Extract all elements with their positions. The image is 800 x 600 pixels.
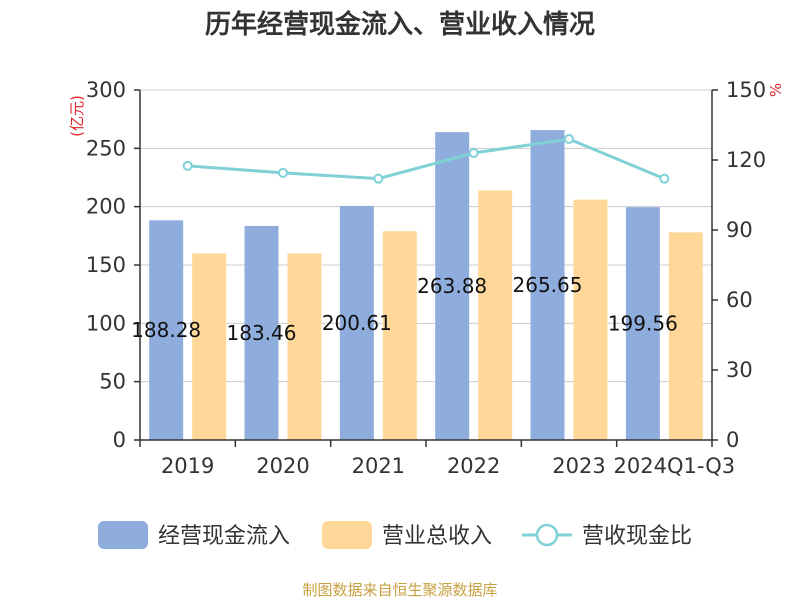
bar-data-label: 199.56 xyxy=(608,312,678,336)
bar xyxy=(478,190,513,440)
bar xyxy=(149,220,184,440)
bar xyxy=(244,225,279,440)
x-tick-label: 2021 xyxy=(352,454,405,478)
y-right-tick-label: 120 xyxy=(726,148,766,172)
ratio-point xyxy=(564,134,574,144)
y-right-tick-label: 30 xyxy=(726,358,753,382)
bar xyxy=(573,199,608,440)
legend-label: 经营现金流入 xyxy=(158,524,290,549)
chart-title: 历年经营现金流入、营业收入情况 xyxy=(205,9,595,40)
x-tick-label: 2019 xyxy=(161,454,214,478)
ratio-line-path xyxy=(187,137,665,181)
legend-swatch xyxy=(322,521,372,549)
ratio-line xyxy=(182,134,670,184)
y-left-tick-label: 150 xyxy=(86,253,126,277)
y-left-tick-label: 250 xyxy=(86,136,126,160)
x-tick-label: 2023 xyxy=(552,454,605,478)
gridlines xyxy=(140,89,712,383)
bar xyxy=(668,232,703,440)
y-right-unit: % xyxy=(767,83,785,97)
bar-data-label: 188.28 xyxy=(131,318,201,342)
y-right-tick-label: 150 xyxy=(726,78,766,102)
ratio-point xyxy=(278,167,288,178)
bar xyxy=(530,130,565,440)
bar xyxy=(192,253,227,440)
y-right-tick-label: 0 xyxy=(726,428,739,452)
source-note: 制图数据来自恒生聚源数据库 xyxy=(302,581,497,599)
bar-data-label: 265.65 xyxy=(513,273,583,297)
legend-label: 营收现金比 xyxy=(582,524,692,549)
y-left-tick-label: 100 xyxy=(86,311,126,335)
axes: 0 50 100 150 200 250 300 0 30 60 90 120 150 (亿元)% 2019… xyxy=(68,78,785,478)
y-left-tick-label: 50 xyxy=(99,370,126,394)
bar xyxy=(382,231,417,440)
ratio-point xyxy=(182,160,193,171)
ratio-point xyxy=(659,173,670,184)
x-tick-label: 2022 xyxy=(447,454,500,478)
bar xyxy=(435,132,470,440)
legend-swatch xyxy=(98,521,148,549)
ratio-point xyxy=(373,173,384,184)
bar xyxy=(287,253,322,440)
bar-data-label: 183.46 xyxy=(227,321,297,345)
bar xyxy=(339,205,374,440)
y-left-tick-label: 300 xyxy=(86,78,126,102)
x-tick-label: 2020 xyxy=(256,454,309,478)
y-right-tick-label: 90 xyxy=(726,218,753,242)
data-labels: 188.28 183.46 200.61 263.88 265.65 199.56 xyxy=(131,273,678,345)
bar xyxy=(625,207,660,440)
bar-data-label: 200.61 xyxy=(322,311,392,335)
y-right-tick-label: 60 xyxy=(726,288,753,312)
legend-marker xyxy=(535,523,559,547)
bar-data-label: 263.88 xyxy=(417,274,487,298)
y-left-tick-label: 0 xyxy=(113,428,126,452)
ratio-point xyxy=(468,148,479,158)
y-left-unit: (亿元) xyxy=(68,95,86,137)
legend: 经营现金流入 营业总收入 营收现金比 xyxy=(98,521,692,549)
bars xyxy=(149,130,703,440)
legend-label: 营业总收入 xyxy=(382,524,492,549)
y-left-tick-label: 200 xyxy=(86,195,126,219)
x-tick-label: 2024Q1-Q3 xyxy=(614,454,736,478)
